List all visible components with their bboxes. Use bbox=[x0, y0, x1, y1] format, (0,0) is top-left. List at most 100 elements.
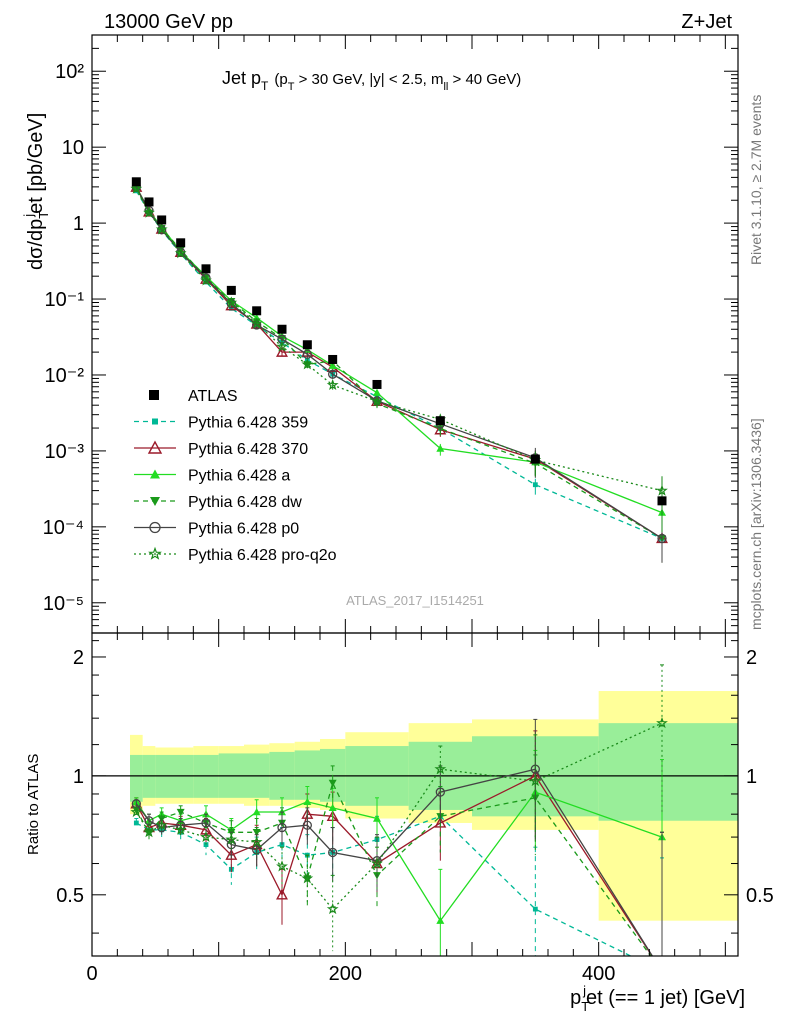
main-marker-s5-p5 bbox=[225, 296, 238, 308]
main-marker-s5-p9 bbox=[326, 378, 339, 391]
y-tick-label-main--2: 10⁻² bbox=[45, 365, 85, 387]
main-marker-s5-p3 bbox=[174, 247, 187, 259]
ratio-line-series-5 bbox=[135, 722, 663, 911]
legend-label-5: Pythia 6.428 pro-q2o bbox=[188, 547, 337, 564]
ratio-marker-s5-p8 bbox=[301, 872, 314, 884]
x-tick-label-200: 200 bbox=[329, 963, 362, 985]
band-inner-0 bbox=[130, 754, 143, 802]
ratio-marker-s0-p0 bbox=[133, 820, 139, 826]
ratio-marker-s2-p8 bbox=[303, 797, 312, 805]
atlas-point-9 bbox=[328, 354, 338, 364]
main-marker-s4-p6 bbox=[252, 320, 262, 330]
main-marker-s5-p1 bbox=[143, 206, 155, 218]
main-marker-s5-p13 bbox=[656, 484, 668, 496]
x-axis-label: pTjet (== 1 jet) [GeV] bbox=[570, 983, 745, 1014]
y-tick-label-main-2: 10² bbox=[55, 61, 84, 83]
legend-label-1: Pythia 6.428 370 bbox=[188, 441, 308, 458]
plot-title: Jet pT (pT > 30 GeV, |y| < 2.5, mll > 40 … bbox=[222, 68, 521, 93]
legend-label-atlas: ATLAS bbox=[188, 388, 238, 405]
y-tick-label-main-1: 10 bbox=[62, 137, 84, 159]
rivet-version-label: Rivet 3.1.10, ≥ 2.7M events bbox=[748, 95, 764, 265]
ratio-panel-series bbox=[130, 664, 668, 975]
ratio-line-series-4 bbox=[135, 768, 654, 956]
ratio-marker-s0-p13 bbox=[660, 969, 665, 974]
ratio-marker-s3-p13 bbox=[658, 968, 666, 975]
y-tick-label-main--3: 10⁻³ bbox=[45, 441, 85, 463]
main-line-series-4 bbox=[135, 186, 663, 539]
ratio-marker-s5-p12 bbox=[529, 774, 542, 787]
ratio-marker-s2-p10 bbox=[373, 814, 381, 822]
atlas-data-points bbox=[131, 177, 667, 506]
atlas-point-3 bbox=[176, 238, 186, 248]
band-inner-13 bbox=[598, 723, 738, 821]
y-tick-label-ratio-right-0: 0.5 bbox=[746, 885, 774, 907]
ratio-marker-s3-p0 bbox=[132, 806, 141, 814]
y-tick-label-ratio-left-2: 2 bbox=[73, 647, 84, 669]
ratio-marker-s5-p1 bbox=[143, 826, 155, 838]
legend-marker-4 bbox=[149, 521, 161, 534]
ratio-marker-s5-p4 bbox=[200, 831, 212, 843]
x-tick-label-0: 0 bbox=[86, 963, 97, 985]
main-marker-s2-p11 bbox=[436, 444, 445, 452]
ratio-marker-s2-p6 bbox=[252, 808, 261, 816]
y-tick-label-main-0: 1 bbox=[73, 213, 84, 235]
ratio-marker-s5-p3 bbox=[174, 823, 187, 835]
axes-frames: 0 200 400 10⁻⁵ 10⁻⁴ 10⁻³ 10⁻² 10⁻¹ 1 10 10² 0.5 0.5 1… bbox=[43, 34, 774, 985]
ratio-marker-s5-p0 bbox=[130, 805, 143, 818]
main-marker-s5-p10 bbox=[371, 395, 383, 407]
legend-label-4: Pythia 6.428 p0 bbox=[188, 521, 299, 538]
y-tick-label-ratio-right-1: 1 bbox=[746, 766, 757, 788]
main-marker-s5-p6 bbox=[250, 317, 263, 329]
ratio-marker-s5-p10 bbox=[371, 857, 383, 869]
ratio-marker-s4-p13 bbox=[658, 967, 666, 975]
main-marker-s5-p2 bbox=[155, 223, 168, 235]
ratio-marker-s3-p9 bbox=[328, 779, 337, 787]
header-process-label: Z+Jet bbox=[681, 11, 732, 33]
header-energy-label: 13000 GeV pp bbox=[104, 11, 233, 33]
main-line-series-0 bbox=[135, 190, 663, 539]
atlas-point-10 bbox=[372, 379, 382, 389]
ratio-marker-s4-p9 bbox=[328, 847, 338, 858]
main-marker-s5-p0 bbox=[130, 182, 143, 194]
main-marker-s0-p5 bbox=[228, 305, 234, 311]
mcplots-credit-label: mcplots.cern.ch [arXiv:1306.3436] bbox=[748, 418, 764, 630]
ratio-marker-s4-p8 bbox=[302, 820, 312, 830]
ratio-marker-s4-p11 bbox=[435, 787, 445, 797]
y-tick-label-main--5: 10⁻⁵ bbox=[43, 593, 84, 615]
ratio-marker-s5-p9 bbox=[326, 902, 339, 915]
main-marker-s4-p8 bbox=[302, 349, 312, 359]
legend-marker-3 bbox=[150, 497, 160, 506]
main-marker-s2-p10 bbox=[373, 388, 381, 396]
ratio-marker-s5-p13 bbox=[656, 716, 668, 729]
main-panel-frame bbox=[91, 34, 739, 634]
y-tick-label-main--1: 10⁻¹ bbox=[45, 289, 85, 311]
legend-marker-0 bbox=[152, 418, 158, 425]
atlas-point-6 bbox=[252, 306, 262, 316]
legend-marker-5 bbox=[148, 546, 162, 560]
main-marker-s0-p12 bbox=[532, 482, 538, 488]
main-line-series-1 bbox=[135, 186, 663, 539]
ratio-marker-s5-p11 bbox=[434, 763, 447, 775]
ratio-marker-s0-p12 bbox=[532, 906, 538, 912]
ratio-marker-s4-p7 bbox=[277, 822, 287, 833]
ratio-marker-s1-p5 bbox=[225, 848, 238, 860]
legend-marker-1 bbox=[147, 440, 163, 454]
main-marker-s5-p4 bbox=[200, 274, 212, 286]
x-tick-label-400: 400 bbox=[582, 963, 615, 985]
atlas-point-0 bbox=[131, 177, 141, 187]
atlas-point-13 bbox=[657, 496, 667, 506]
y-axis-label-ratio: Ratio to ATLAS bbox=[25, 754, 42, 855]
legend-label-3: Pythia 6.428 dw bbox=[188, 494, 302, 511]
legend-marker-atlas bbox=[149, 390, 159, 400]
ratio-marker-s0-p4 bbox=[203, 842, 209, 847]
uncertainty-bands bbox=[130, 691, 738, 921]
atlas-point-11 bbox=[435, 416, 445, 426]
ratio-marker-s2-p9 bbox=[328, 803, 337, 812]
atlas-point-1 bbox=[144, 197, 154, 207]
ratio-marker-s5-p7 bbox=[276, 860, 288, 872]
main-marker-s4-p9 bbox=[328, 369, 338, 379]
atlas-point-5 bbox=[226, 285, 236, 295]
y-tick-label-main--4: 10⁻⁴ bbox=[43, 517, 84, 539]
ratio-line-series-2 bbox=[135, 791, 663, 922]
